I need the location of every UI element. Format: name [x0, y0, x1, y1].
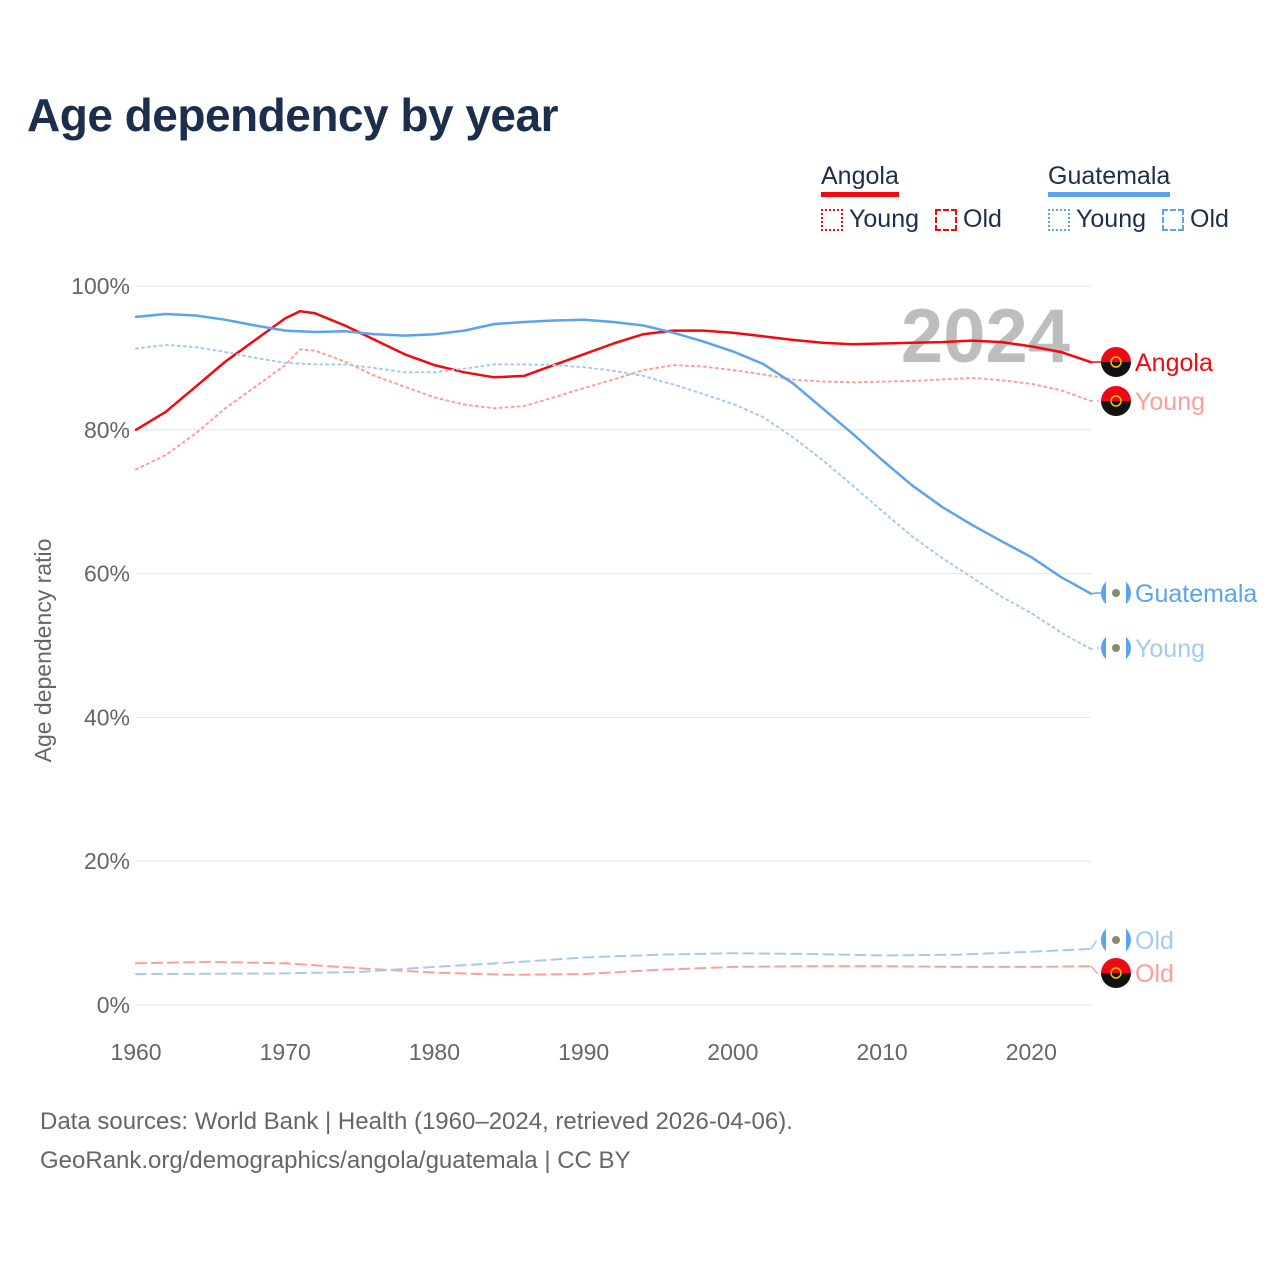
label-connector — [1090, 965, 1104, 974]
series-end-label: Old — [1135, 960, 1174, 988]
series-line-guatemala-young — [135, 344, 1092, 651]
label-connector — [1090, 939, 1104, 950]
x-tick-label: 1990 — [558, 1039, 609, 1065]
y-tick-label: 0% — [97, 992, 130, 1018]
label-connector — [1090, 647, 1104, 650]
x-tick-label: 2020 — [1006, 1039, 1057, 1065]
x-tick-label: 2000 — [707, 1039, 758, 1065]
angola-flag-icon — [1101, 401, 1131, 416]
legend-young-label: Young — [1076, 205, 1146, 233]
legend-angola[interactable]: Angola Young Old — [821, 162, 1018, 234]
guatemala-emblem-icon — [1112, 589, 1120, 597]
angola-flag-icon — [1101, 973, 1131, 988]
x-tick-label: 1980 — [409, 1039, 460, 1065]
year-watermark: 2024 — [901, 294, 1070, 379]
dashed-swatch-icon — [935, 208, 957, 231]
y-axis-label: Age dependency ratio — [30, 539, 56, 763]
series-line-angola-old — [135, 960, 1092, 976]
y-tick-label: 80% — [84, 417, 130, 443]
dotted-swatch-icon — [1048, 208, 1070, 231]
guatemala-emblem-icon — [1112, 644, 1120, 652]
x-tick-label: 1960 — [110, 1039, 161, 1065]
angola-flag-icon — [1101, 347, 1131, 362]
footer-attribution[interactable]: GeoRank.org/demographics/angola/guatemal… — [40, 1147, 631, 1174]
legend-guatemala-label[interactable]: Guatemala — [1048, 162, 1171, 197]
angola-emblem-icon — [1110, 967, 1122, 979]
angola-emblem-icon — [1110, 356, 1122, 368]
legend-angola-young[interactable]: Young — [821, 205, 919, 234]
angola-flag-icon — [1101, 386, 1131, 401]
x-tick-label: 1970 — [260, 1039, 311, 1065]
guatemala-emblem-icon — [1112, 936, 1120, 944]
series-end-label: Angola — [1135, 349, 1213, 377]
chart-title: Age dependency by year — [27, 89, 558, 141]
series-line-angola-young — [135, 348, 1092, 471]
dotted-swatch-icon — [821, 208, 843, 231]
legend-guatemala-young[interactable]: Young — [1048, 205, 1146, 234]
series-line-guatemala-old — [135, 947, 1092, 976]
legend-angola-label[interactable]: Angola — [821, 162, 899, 197]
legend-guatemala-old[interactable]: Old — [1162, 205, 1229, 234]
y-tick-label: 20% — [84, 848, 130, 874]
legend-young-label: Young — [849, 205, 919, 233]
series-end-label: Old — [1135, 927, 1174, 955]
legend-old-label: Old — [1190, 205, 1229, 233]
legend-old-label: Old — [963, 205, 1002, 233]
footer-sources: Data sources: World Bank | Health (1960–… — [40, 1108, 793, 1135]
legend-angola-old[interactable]: Old — [935, 205, 1002, 234]
y-tick-label: 40% — [84, 704, 130, 730]
dashed-swatch-icon — [1162, 208, 1184, 231]
series-end-label: Young — [1135, 635, 1205, 663]
angola-flag-icon — [1101, 958, 1131, 973]
angola-flag-icon — [1101, 362, 1131, 377]
angola-emblem-icon — [1110, 395, 1122, 407]
series-line-guatemala — [134, 312, 1093, 595]
legend-guatemala[interactable]: Guatemala Young Old — [1048, 162, 1245, 234]
series-line-angola — [134, 309, 1093, 432]
y-tick-label: 60% — [84, 561, 130, 587]
y-tick-label: 100% — [71, 273, 130, 299]
series-end-label: Guatemala — [1135, 580, 1257, 608]
series-end-label: Young — [1135, 388, 1205, 416]
x-tick-label: 2010 — [857, 1039, 908, 1065]
